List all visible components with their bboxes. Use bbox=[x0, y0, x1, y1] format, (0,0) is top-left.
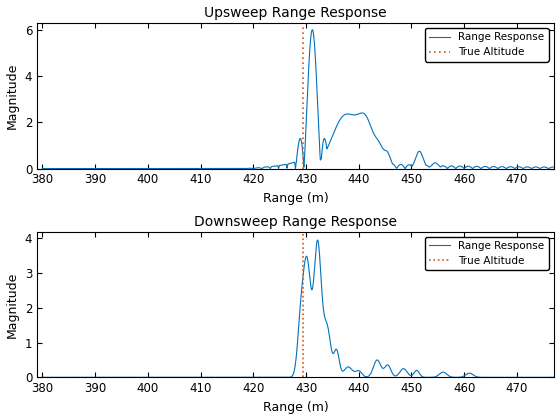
Range Response bbox=[486, 375, 492, 380]
Range Response bbox=[128, 166, 134, 171]
True Altitude bbox=[300, 340, 307, 345]
Range Response bbox=[550, 375, 557, 380]
Range Response bbox=[39, 166, 46, 171]
Range Response bbox=[257, 375, 264, 380]
True Altitude bbox=[300, 143, 307, 148]
Y-axis label: Magnitude: Magnitude bbox=[6, 63, 19, 129]
True Altitude bbox=[300, 375, 307, 380]
X-axis label: Range (m): Range (m) bbox=[263, 192, 328, 205]
Range Response bbox=[235, 166, 242, 171]
Y-axis label: Magnitude: Magnitude bbox=[6, 271, 19, 338]
True Altitude bbox=[300, 166, 307, 171]
Range Response bbox=[235, 375, 242, 380]
Range Response bbox=[39, 375, 46, 380]
Range Response bbox=[540, 375, 547, 380]
Legend: Range Response, True Altitude: Range Response, True Altitude bbox=[425, 28, 549, 62]
Legend: Range Response, True Altitude: Range Response, True Altitude bbox=[425, 237, 549, 270]
Range Response bbox=[257, 165, 264, 171]
Range Response bbox=[486, 165, 492, 171]
Title: Downsweep Range Response: Downsweep Range Response bbox=[194, 215, 397, 229]
Range Response bbox=[550, 165, 557, 170]
Range Response bbox=[97, 166, 104, 171]
Range Response bbox=[128, 375, 134, 380]
X-axis label: Range (m): Range (m) bbox=[263, 401, 328, 414]
Line: Range Response: Range Response bbox=[43, 240, 554, 377]
Range Response bbox=[540, 165, 547, 170]
Range Response bbox=[314, 238, 321, 243]
Range Response bbox=[97, 375, 104, 380]
Line: Range Response: Range Response bbox=[43, 30, 554, 168]
Range Response bbox=[309, 27, 316, 32]
Title: Upsweep Range Response: Upsweep Range Response bbox=[204, 6, 387, 20]
